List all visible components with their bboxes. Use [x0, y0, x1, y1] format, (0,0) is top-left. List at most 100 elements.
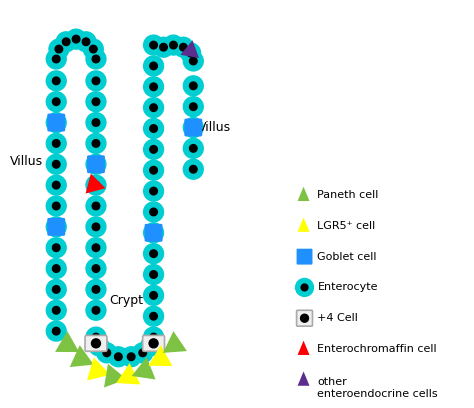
Circle shape	[144, 327, 164, 347]
Circle shape	[190, 57, 197, 65]
Circle shape	[183, 97, 203, 117]
Circle shape	[86, 300, 106, 320]
Circle shape	[46, 175, 66, 195]
Circle shape	[92, 306, 100, 314]
Circle shape	[144, 202, 164, 222]
FancyBboxPatch shape	[47, 218, 65, 236]
Circle shape	[190, 103, 197, 111]
Circle shape	[150, 62, 157, 70]
Circle shape	[150, 313, 157, 320]
Circle shape	[53, 244, 60, 251]
Circle shape	[164, 35, 183, 55]
Circle shape	[46, 321, 66, 341]
FancyBboxPatch shape	[297, 310, 312, 326]
Polygon shape	[298, 217, 310, 232]
FancyBboxPatch shape	[297, 249, 312, 264]
Text: other
enteroendocrine cells: other enteroendocrine cells	[318, 377, 438, 399]
Circle shape	[121, 347, 141, 367]
Polygon shape	[148, 345, 173, 366]
Circle shape	[147, 342, 155, 350]
Text: +4 Cell: +4 Cell	[318, 313, 358, 323]
Circle shape	[144, 77, 164, 97]
Circle shape	[92, 77, 100, 84]
Circle shape	[144, 160, 164, 180]
Circle shape	[53, 98, 60, 106]
Circle shape	[63, 38, 70, 46]
Circle shape	[92, 119, 100, 126]
Circle shape	[183, 159, 203, 179]
Circle shape	[150, 104, 157, 111]
Circle shape	[150, 208, 157, 216]
Circle shape	[53, 119, 60, 126]
Circle shape	[53, 160, 60, 168]
Circle shape	[128, 353, 135, 361]
Circle shape	[56, 32, 76, 52]
Circle shape	[92, 181, 100, 189]
Circle shape	[92, 223, 100, 231]
Circle shape	[46, 49, 66, 69]
Circle shape	[53, 77, 60, 84]
Circle shape	[86, 279, 106, 299]
Circle shape	[144, 140, 164, 159]
Circle shape	[187, 49, 194, 57]
Polygon shape	[70, 345, 94, 367]
Circle shape	[46, 154, 66, 174]
Circle shape	[181, 43, 201, 63]
Circle shape	[150, 250, 157, 257]
Circle shape	[46, 259, 66, 279]
FancyBboxPatch shape	[47, 113, 65, 131]
Circle shape	[86, 154, 106, 174]
Circle shape	[53, 265, 60, 272]
Circle shape	[150, 83, 157, 91]
Circle shape	[141, 336, 161, 356]
Text: Villus: Villus	[9, 155, 43, 168]
Circle shape	[92, 140, 100, 147]
Circle shape	[160, 43, 167, 51]
Circle shape	[301, 284, 308, 291]
Polygon shape	[298, 187, 310, 201]
Circle shape	[92, 333, 100, 341]
Circle shape	[53, 286, 60, 293]
Circle shape	[150, 166, 157, 174]
Circle shape	[46, 133, 66, 153]
Circle shape	[144, 181, 164, 201]
Circle shape	[150, 187, 157, 195]
Circle shape	[86, 49, 106, 69]
Circle shape	[66, 29, 86, 49]
Circle shape	[144, 286, 164, 305]
Circle shape	[150, 271, 157, 278]
Circle shape	[190, 166, 197, 173]
Circle shape	[150, 292, 157, 299]
Circle shape	[91, 339, 100, 348]
Circle shape	[46, 300, 66, 320]
Circle shape	[92, 286, 100, 293]
Circle shape	[86, 238, 106, 257]
Circle shape	[150, 125, 157, 132]
Polygon shape	[298, 341, 310, 355]
Circle shape	[53, 181, 60, 189]
Text: LGR5⁺ cell: LGR5⁺ cell	[318, 221, 376, 231]
Circle shape	[86, 133, 106, 153]
Circle shape	[73, 35, 80, 43]
Polygon shape	[132, 357, 155, 379]
Circle shape	[190, 144, 197, 152]
Circle shape	[53, 140, 60, 147]
Circle shape	[46, 113, 66, 133]
Circle shape	[109, 347, 128, 367]
Circle shape	[150, 333, 157, 341]
Circle shape	[115, 353, 122, 361]
Circle shape	[86, 327, 106, 347]
Circle shape	[92, 244, 100, 251]
Circle shape	[46, 196, 66, 216]
Circle shape	[190, 82, 197, 90]
Circle shape	[86, 175, 106, 195]
Polygon shape	[104, 364, 127, 388]
Circle shape	[86, 217, 106, 237]
Circle shape	[183, 138, 203, 158]
Circle shape	[82, 38, 90, 46]
Circle shape	[86, 71, 106, 91]
Polygon shape	[55, 331, 79, 352]
Circle shape	[83, 39, 103, 59]
Polygon shape	[87, 357, 110, 381]
Circle shape	[92, 98, 100, 106]
